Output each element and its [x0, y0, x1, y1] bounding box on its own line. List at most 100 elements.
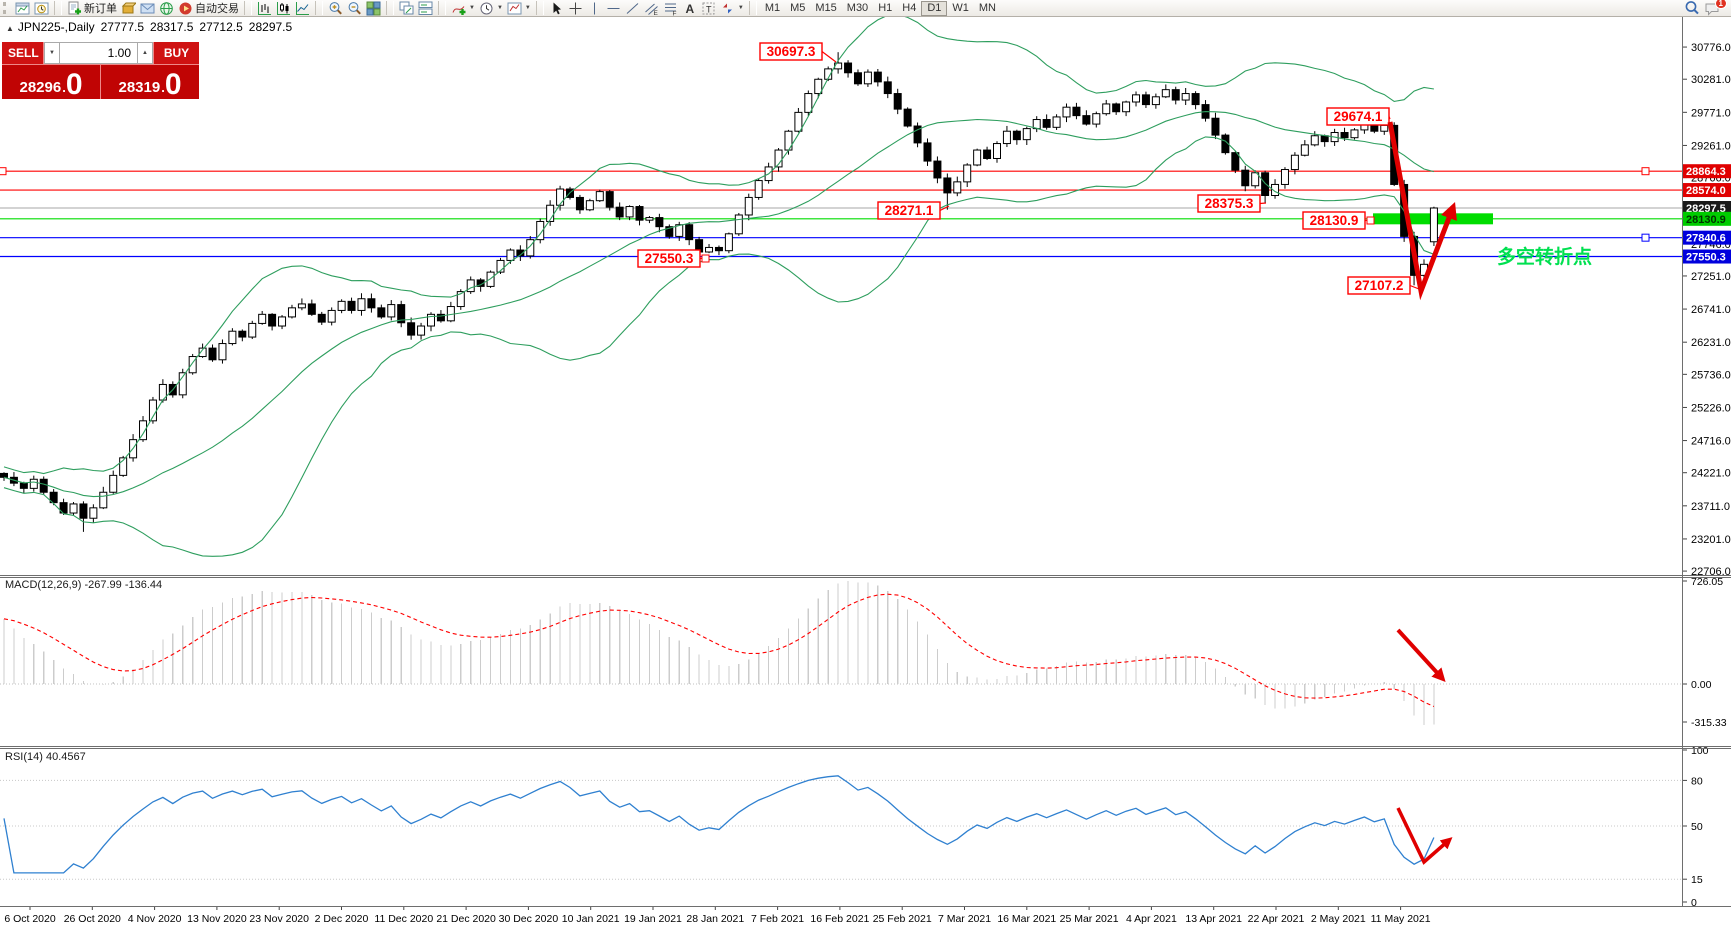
- timeframe-m30-button[interactable]: M30: [842, 1, 873, 16]
- candlestick-button[interactable]: [274, 0, 293, 16]
- candle: [1320, 135, 1329, 143]
- date-label: 7 Mar 2021: [938, 913, 991, 925]
- trend-arrow-macd[interactable]: [1396, 628, 1446, 683]
- candle: [853, 72, 862, 85]
- tile-windows-button[interactable]: [364, 0, 383, 16]
- metaeditor-button[interactable]: [119, 0, 138, 16]
- candle: [1280, 169, 1289, 185]
- candle: [397, 304, 406, 324]
- autotrading-button[interactable]: 自动交易: [176, 0, 241, 16]
- timeframe-m5-button[interactable]: M5: [785, 1, 810, 16]
- candle: [297, 303, 306, 309]
- candle: [1002, 130, 1011, 145]
- horizontal-levels[interactable]: [0, 170, 1682, 258]
- price-badge: [1683, 230, 1731, 245]
- zoom-out-button[interactable]: [345, 0, 364, 16]
- svg-text:E: E: [653, 10, 658, 16]
- fibonacci-button[interactable]: F: [661, 0, 680, 16]
- vertical-line-button[interactable]: [585, 0, 604, 16]
- svg-text:27251.0: 27251.0: [1691, 271, 1731, 283]
- line-handle[interactable]: [1641, 233, 1650, 242]
- timeframe-mn-button[interactable]: MN: [974, 1, 1001, 16]
- candle: [436, 313, 445, 322]
- price-callout[interactable]: [637, 249, 701, 268]
- template-menu-button[interactable]: ▼: [505, 0, 533, 16]
- timeframe-h4-button[interactable]: H4: [897, 1, 921, 16]
- candle: [278, 316, 287, 327]
- arrows-button[interactable]: ▼: [718, 0, 746, 16]
- horizontal-line-button[interactable]: [604, 0, 623, 16]
- trend-arrow-main[interactable]: [1387, 121, 1457, 301]
- timeframe-h1-button[interactable]: H1: [873, 1, 897, 16]
- svg-text:726.05: 726.05: [1691, 576, 1723, 588]
- text-button[interactable]: A: [680, 0, 699, 16]
- candle: [575, 196, 584, 211]
- price-callout[interactable]: [877, 201, 941, 220]
- new-order-button[interactable]: 新订单: [65, 0, 119, 16]
- crosshair-button[interactable]: [566, 0, 585, 16]
- buy-button[interactable]: BUY: [153, 42, 199, 64]
- line-chart-button[interactable]: [293, 0, 312, 16]
- svg-text:0: 0: [1691, 897, 1697, 909]
- sell-price[interactable]: 28296. 0: [2, 65, 101, 100]
- community-button[interactable]: [157, 0, 176, 16]
- cascade-windows-button[interactable]: [397, 0, 416, 16]
- profiles-button[interactable]: [32, 0, 51, 16]
- search-icon[interactable]: [1682, 0, 1702, 16]
- timeframe-w1-button[interactable]: W1: [947, 1, 974, 16]
- date-label: 28 Jan 2021: [686, 913, 744, 925]
- candle: [1191, 93, 1200, 106]
- price-badge: [1683, 211, 1731, 226]
- zoom-in-button[interactable]: [326, 0, 345, 16]
- buy-price[interactable]: 28319. 0: [118, 68, 182, 101]
- svg-text:F: F: [672, 10, 676, 16]
- add-indicator-button[interactable]: ▼: [449, 0, 477, 16]
- volume-input[interactable]: [60, 42, 137, 64]
- price-callout[interactable]: [1326, 107, 1390, 126]
- date-label: 22 Apr 2021: [1248, 913, 1305, 925]
- channel-button[interactable]: E: [642, 0, 661, 16]
- candle: [506, 249, 515, 261]
- candle: [1122, 101, 1131, 113]
- note-text[interactable]: 多空转折点: [1497, 245, 1592, 268]
- arrange-windows-button[interactable]: [416, 0, 435, 16]
- label-button[interactable]: T: [699, 0, 718, 16]
- svg-text:30776.0: 30776.0: [1691, 42, 1731, 54]
- bar-chart-button[interactable]: [255, 0, 274, 16]
- notifications-icon[interactable]: 1: [1702, 0, 1727, 16]
- timeframe-d1-button[interactable]: D1: [921, 0, 948, 16]
- svg-text:50: 50: [1691, 821, 1703, 833]
- trend-arrow-rsi[interactable]: [1396, 807, 1453, 865]
- timeframe-m15-button[interactable]: M15: [810, 1, 841, 16]
- price-callouts[interactable]: 30697.3 29674.1 28271.1 28375.3 28130.9 27550…: [637, 42, 1420, 295]
- sell-button[interactable]: SELL: [2, 42, 44, 64]
- rsi-label: RSI(14) 40.4567: [5, 751, 86, 763]
- line-handle[interactable]: [1641, 167, 1650, 176]
- middle-band: [3, 111, 1435, 498]
- candle: [109, 474, 118, 493]
- candle: [665, 226, 674, 237]
- trendline-button[interactable]: [623, 0, 642, 16]
- callout-handle[interactable]: [701, 254, 710, 263]
- toolbar-separator: [438, 1, 446, 15]
- volume-increase-button[interactable]: ▲: [137, 42, 153, 64]
- mailbox-button[interactable]: [138, 0, 157, 16]
- timeframe-group: M1 M5 M15 M30 H1 H4 D1 W1 MN: [760, 0, 1001, 16]
- timeframe-m1-button[interactable]: M1: [760, 1, 785, 16]
- price-callout[interactable]: [759, 42, 823, 61]
- timeframe-menu-button[interactable]: ▼: [477, 0, 505, 16]
- volume-decrease-button[interactable]: ▼: [44, 42, 60, 64]
- panel-collapse-icon[interactable]: ▲: [6, 24, 14, 33]
- price-callout[interactable]: [1197, 194, 1261, 213]
- candle: [466, 279, 475, 293]
- callout-handle[interactable]: [1366, 216, 1375, 225]
- price-callout[interactable]: [1347, 276, 1411, 295]
- low-value: 27712.5: [199, 20, 243, 34]
- cursor-button[interactable]: [547, 0, 566, 16]
- price-callout[interactable]: [1302, 211, 1366, 230]
- toolbar-separator: [748, 1, 757, 15]
- toolbar-grip[interactable]: [3, 2, 10, 14]
- line-handle[interactable]: [0, 167, 7, 176]
- new-chart-button[interactable]: [13, 0, 32, 16]
